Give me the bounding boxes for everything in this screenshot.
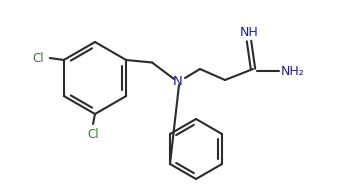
Text: NH₂: NH₂ [281,65,305,78]
Text: Cl: Cl [87,128,99,141]
Text: NH: NH [240,26,258,39]
Text: N: N [173,74,183,87]
Text: Cl: Cl [32,52,44,65]
